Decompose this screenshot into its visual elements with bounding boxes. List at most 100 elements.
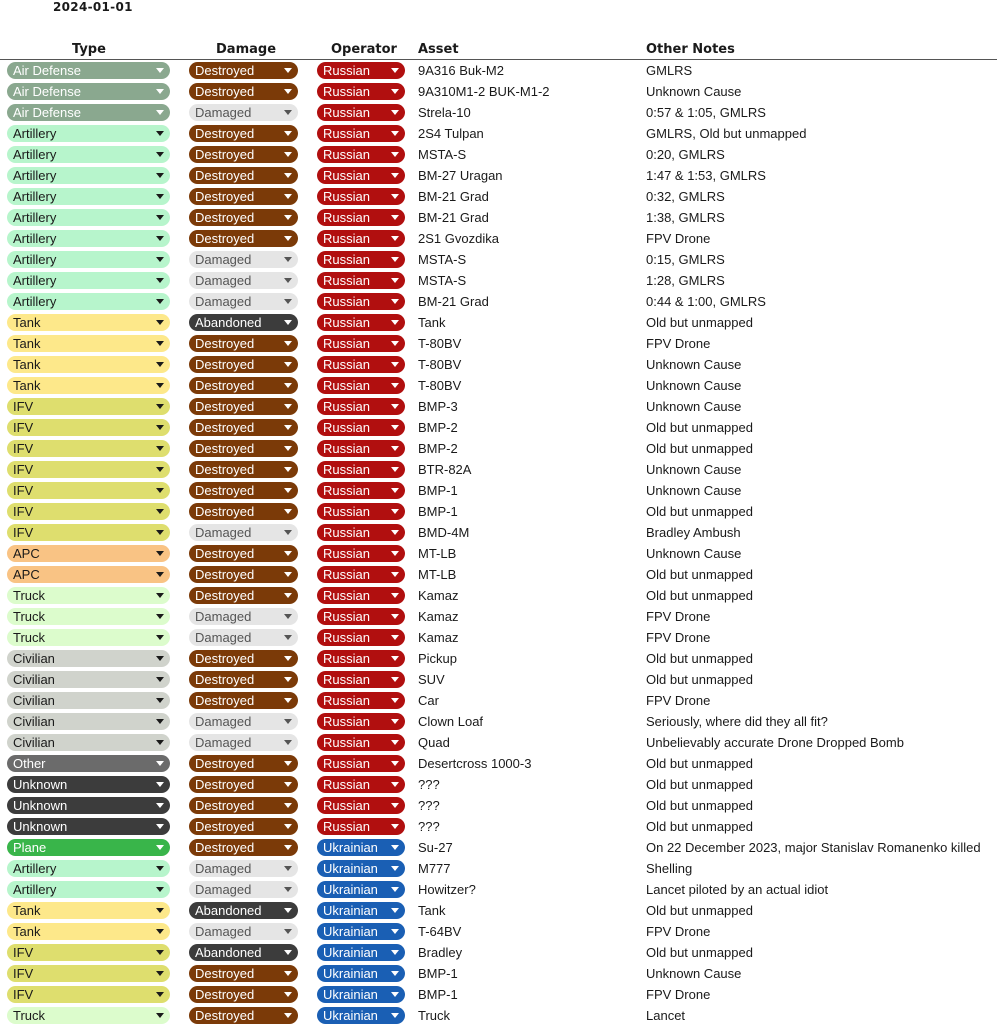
- asset-cell[interactable]: ???: [418, 798, 440, 813]
- damage-dropdown[interactable]: Damaged: [189, 860, 298, 877]
- operator-dropdown[interactable]: Russian: [317, 356, 405, 373]
- chevron-down-icon[interactable]: [391, 383, 399, 388]
- damage-dropdown[interactable]: Destroyed: [189, 986, 298, 1003]
- chevron-down-icon[interactable]: [391, 89, 399, 94]
- operator-dropdown[interactable]: Ukrainian: [317, 923, 405, 940]
- chevron-down-icon[interactable]: [284, 257, 292, 262]
- damage-dropdown[interactable]: Destroyed: [189, 62, 298, 79]
- notes-cell[interactable]: FPV Drone: [646, 231, 711, 246]
- type-dropdown[interactable]: Artillery: [7, 167, 170, 184]
- damage-dropdown[interactable]: Destroyed: [189, 587, 298, 604]
- operator-dropdown[interactable]: Ukrainian: [317, 881, 405, 898]
- chevron-down-icon[interactable]: [156, 887, 164, 892]
- notes-cell[interactable]: FPV Drone: [646, 693, 711, 708]
- asset-cell[interactable]: BM-21 Grad: [418, 210, 489, 225]
- asset-cell[interactable]: MT-LB: [418, 546, 457, 561]
- asset-cell[interactable]: Clown Loaf: [418, 714, 484, 729]
- chevron-down-icon[interactable]: [284, 68, 292, 73]
- chevron-down-icon[interactable]: [284, 971, 292, 976]
- chevron-down-icon[interactable]: [391, 656, 399, 661]
- asset-cell[interactable]: Truck: [418, 1008, 451, 1023]
- type-dropdown[interactable]: Unknown: [7, 776, 170, 793]
- chevron-down-icon[interactable]: [391, 362, 399, 367]
- operator-dropdown[interactable]: Russian: [317, 587, 405, 604]
- column-header-damage[interactable]: Damage: [216, 42, 277, 57]
- notes-cell[interactable]: Unknown Cause: [646, 546, 742, 561]
- asset-cell[interactable]: 2S1 Gvozdika: [418, 231, 499, 246]
- asset-cell[interactable]: Kamaz: [418, 630, 459, 645]
- asset-cell[interactable]: BMP-1: [418, 483, 458, 498]
- chevron-down-icon[interactable]: [284, 383, 292, 388]
- damage-dropdown[interactable]: Abandoned: [189, 944, 298, 961]
- damage-dropdown[interactable]: Damaged: [189, 272, 298, 289]
- chevron-down-icon[interactable]: [156, 68, 164, 73]
- type-dropdown[interactable]: Tank: [7, 356, 170, 373]
- damage-dropdown[interactable]: Destroyed: [189, 83, 298, 100]
- damage-dropdown[interactable]: Destroyed: [189, 776, 298, 793]
- chevron-down-icon[interactable]: [284, 740, 292, 745]
- operator-dropdown[interactable]: Russian: [317, 188, 405, 205]
- damage-dropdown[interactable]: Destroyed: [189, 965, 298, 982]
- type-dropdown[interactable]: Other: [7, 755, 170, 772]
- chevron-down-icon[interactable]: [284, 278, 292, 283]
- type-dropdown[interactable]: IFV: [7, 503, 170, 520]
- type-dropdown[interactable]: Truck: [7, 629, 170, 646]
- operator-dropdown[interactable]: Russian: [317, 335, 405, 352]
- type-dropdown[interactable]: Air Defense: [7, 62, 170, 79]
- operator-dropdown[interactable]: Ukrainian: [317, 902, 405, 919]
- notes-cell[interactable]: Old but unmapped: [646, 672, 753, 687]
- operator-dropdown[interactable]: Russian: [317, 167, 405, 184]
- damage-dropdown[interactable]: Destroyed: [189, 356, 298, 373]
- asset-cell[interactable]: Car: [418, 693, 439, 708]
- type-dropdown[interactable]: Artillery: [7, 860, 170, 877]
- chevron-down-icon[interactable]: [391, 341, 399, 346]
- notes-cell[interactable]: 0:20, GMLRS: [646, 147, 725, 162]
- notes-cell[interactable]: Seriously, where did they all fit?: [646, 714, 828, 729]
- chevron-down-icon[interactable]: [391, 824, 399, 829]
- operator-dropdown[interactable]: Russian: [317, 125, 405, 142]
- notes-cell[interactable]: 0:57 & 1:05, GMLRS: [646, 105, 766, 120]
- asset-cell[interactable]: Quad: [418, 735, 450, 750]
- chevron-down-icon[interactable]: [156, 845, 164, 850]
- operator-dropdown[interactable]: Russian: [317, 755, 405, 772]
- operator-dropdown[interactable]: Russian: [317, 398, 405, 415]
- chevron-down-icon[interactable]: [156, 950, 164, 955]
- chevron-down-icon[interactable]: [156, 341, 164, 346]
- chevron-down-icon[interactable]: [284, 236, 292, 241]
- notes-cell[interactable]: Old but unmapped: [646, 315, 753, 330]
- notes-cell[interactable]: GMLRS: [646, 63, 693, 78]
- chevron-down-icon[interactable]: [156, 929, 164, 934]
- chevron-down-icon[interactable]: [284, 299, 292, 304]
- chevron-down-icon[interactable]: [391, 320, 399, 325]
- chevron-down-icon[interactable]: [284, 824, 292, 829]
- chevron-down-icon[interactable]: [284, 656, 292, 661]
- chevron-down-icon[interactable]: [391, 488, 399, 493]
- asset-cell[interactable]: BMP-1: [418, 504, 458, 519]
- type-dropdown[interactable]: Artillery: [7, 188, 170, 205]
- type-dropdown[interactable]: Civilian: [7, 692, 170, 709]
- asset-cell[interactable]: MSTA-S: [418, 273, 467, 288]
- chevron-down-icon[interactable]: [284, 467, 292, 472]
- operator-dropdown[interactable]: Russian: [317, 713, 405, 730]
- chevron-down-icon[interactable]: [284, 887, 292, 892]
- chevron-down-icon[interactable]: [156, 677, 164, 682]
- type-dropdown[interactable]: Civilian: [7, 713, 170, 730]
- damage-dropdown[interactable]: Destroyed: [189, 125, 298, 142]
- chevron-down-icon[interactable]: [156, 992, 164, 997]
- asset-cell[interactable]: T-80BV: [418, 378, 462, 393]
- chevron-down-icon[interactable]: [284, 488, 292, 493]
- damage-dropdown[interactable]: Damaged: [189, 713, 298, 730]
- chevron-down-icon[interactable]: [284, 131, 292, 136]
- damage-dropdown[interactable]: Destroyed: [189, 692, 298, 709]
- type-dropdown[interactable]: IFV: [7, 524, 170, 541]
- chevron-down-icon[interactable]: [156, 320, 164, 325]
- chevron-down-icon[interactable]: [391, 236, 399, 241]
- asset-cell[interactable]: BMD-4M: [418, 525, 470, 540]
- notes-cell[interactable]: Bradley Ambush: [646, 525, 741, 540]
- chevron-down-icon[interactable]: [391, 761, 399, 766]
- chevron-down-icon[interactable]: [284, 950, 292, 955]
- chevron-down-icon[interactable]: [391, 1013, 399, 1018]
- chevron-down-icon[interactable]: [284, 194, 292, 199]
- type-dropdown[interactable]: IFV: [7, 461, 170, 478]
- type-dropdown[interactable]: Plane: [7, 839, 170, 856]
